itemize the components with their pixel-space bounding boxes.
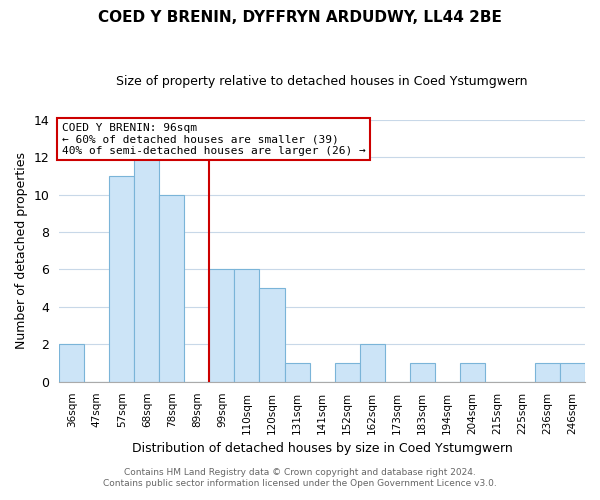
Bar (235, 270, 259, 382)
X-axis label: Distribution of detached houses by size in Coed Ystumgwern: Distribution of detached houses by size … (132, 442, 512, 455)
Bar (59, 344, 84, 382)
Bar (284, 363, 310, 382)
Bar (160, 194, 184, 382)
Bar (560, 363, 585, 382)
Bar (259, 288, 284, 382)
Bar (535, 363, 560, 382)
Bar (359, 344, 385, 382)
Y-axis label: Number of detached properties: Number of detached properties (15, 152, 28, 350)
Title: Size of property relative to detached houses in Coed Ystumgwern: Size of property relative to detached ho… (116, 75, 528, 88)
Text: COED Y BRENIN, DYFFRYN ARDUDWY, LL44 2BE: COED Y BRENIN, DYFFRYN ARDUDWY, LL44 2BE (98, 10, 502, 25)
Bar (410, 363, 435, 382)
Bar (109, 176, 134, 382)
Bar (134, 157, 160, 382)
Bar (335, 363, 359, 382)
Text: COED Y BRENIN: 96sqm
← 60% of detached houses are smaller (39)
40% of semi-detac: COED Y BRENIN: 96sqm ← 60% of detached h… (62, 122, 365, 156)
Text: Contains HM Land Registry data © Crown copyright and database right 2024.
Contai: Contains HM Land Registry data © Crown c… (103, 468, 497, 487)
Bar (209, 270, 235, 382)
Bar (460, 363, 485, 382)
